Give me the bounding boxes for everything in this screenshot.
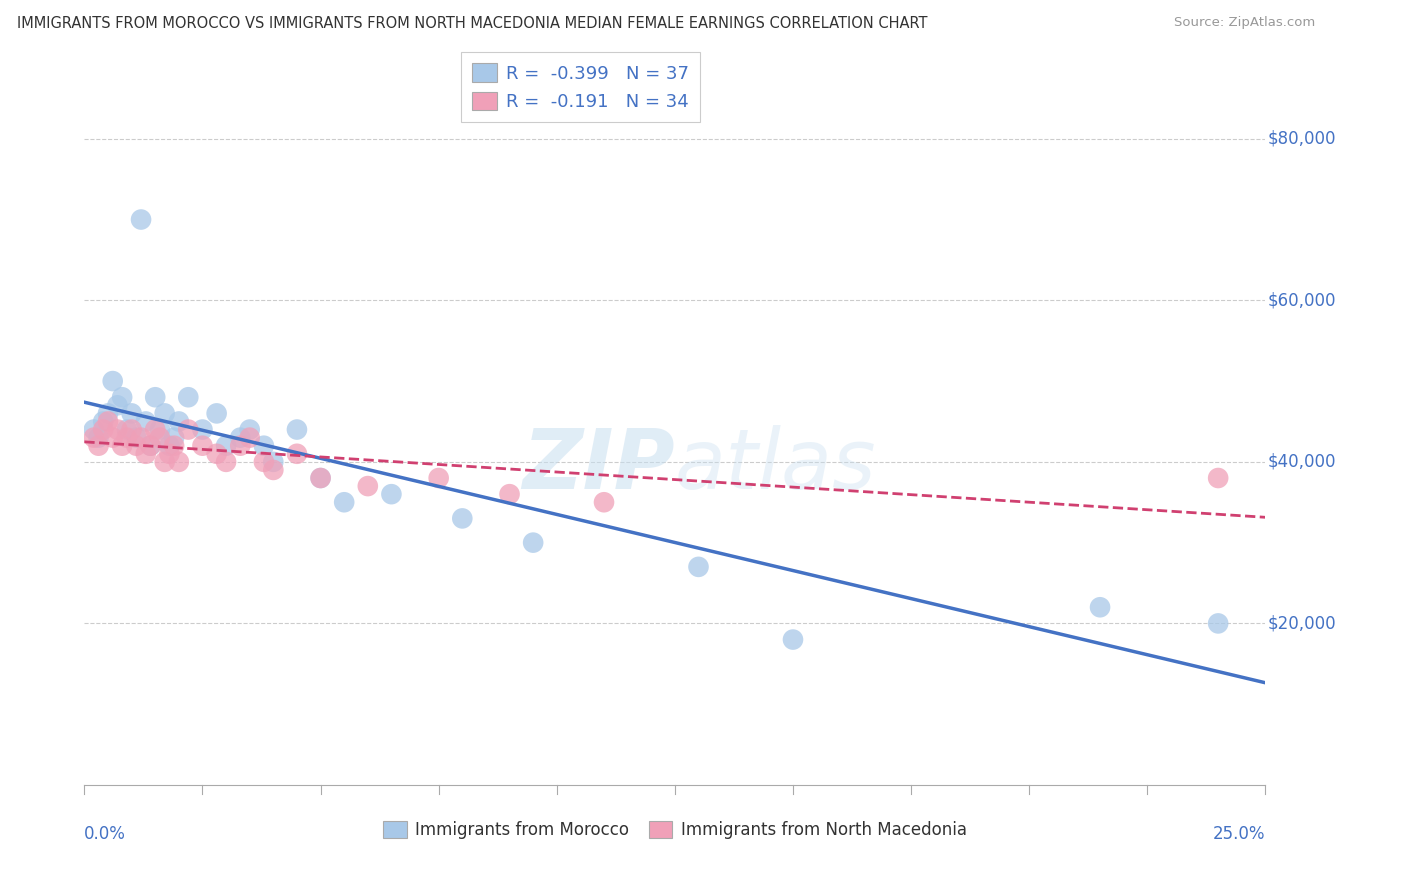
Point <box>143 390 166 404</box>
Point <box>253 439 276 453</box>
Point <box>135 447 157 461</box>
Point <box>101 374 124 388</box>
Point <box>149 423 172 437</box>
Point <box>111 439 134 453</box>
Point <box>688 560 710 574</box>
Point <box>149 431 172 445</box>
Point <box>97 414 120 428</box>
Point <box>83 423 105 437</box>
Point <box>229 439 252 453</box>
Point <box>91 423 114 437</box>
Point <box>163 431 186 445</box>
Text: $40,000: $40,000 <box>1268 453 1336 471</box>
Point <box>309 471 332 485</box>
Text: Source: ZipAtlas.com: Source: ZipAtlas.com <box>1174 16 1315 29</box>
Point <box>157 439 180 453</box>
Point <box>262 463 284 477</box>
Point <box>285 447 308 461</box>
Point <box>177 423 200 437</box>
Point <box>143 423 166 437</box>
Text: ZIP: ZIP <box>522 425 675 506</box>
Point <box>97 406 120 420</box>
Point <box>1088 600 1111 615</box>
Point <box>215 439 238 453</box>
Point <box>782 632 804 647</box>
Point <box>380 487 402 501</box>
Point <box>262 455 284 469</box>
Point <box>163 439 186 453</box>
Point <box>239 423 262 437</box>
Point <box>191 439 214 453</box>
Point <box>121 423 143 437</box>
Legend: Immigrants from Morocco, Immigrants from North Macedonia: Immigrants from Morocco, Immigrants from… <box>377 814 973 846</box>
Point <box>522 535 544 549</box>
Point <box>125 431 148 445</box>
Point <box>167 414 190 428</box>
Point <box>153 406 176 420</box>
Point <box>427 471 450 485</box>
Point <box>229 431 252 445</box>
Point <box>253 455 276 469</box>
Text: $20,000: $20,000 <box>1268 615 1336 632</box>
Point <box>215 455 238 469</box>
Point <box>129 212 152 227</box>
Text: IMMIGRANTS FROM MOROCCO VS IMMIGRANTS FROM NORTH MACEDONIA MEDIAN FEMALE EARNING: IMMIGRANTS FROM MOROCCO VS IMMIGRANTS FR… <box>17 16 928 31</box>
Point <box>115 423 138 437</box>
Point <box>129 431 152 445</box>
Point <box>87 431 110 445</box>
Point <box>139 439 162 453</box>
Point <box>177 390 200 404</box>
Point <box>135 414 157 428</box>
Point <box>205 447 228 461</box>
Text: 0.0%: 0.0% <box>84 825 127 843</box>
Point <box>285 423 308 437</box>
Point <box>239 431 262 445</box>
Text: $80,000: $80,000 <box>1268 129 1336 148</box>
Point <box>101 431 124 445</box>
Point <box>205 406 228 420</box>
Point <box>91 414 114 428</box>
Text: 25.0%: 25.0% <box>1213 825 1265 843</box>
Point <box>498 487 520 501</box>
Point <box>357 479 380 493</box>
Point <box>115 431 138 445</box>
Point <box>87 439 110 453</box>
Point <box>125 439 148 453</box>
Point <box>593 495 616 509</box>
Point <box>167 455 190 469</box>
Point <box>1206 471 1229 485</box>
Text: atlas: atlas <box>675 425 876 506</box>
Point <box>121 406 143 420</box>
Point <box>111 390 134 404</box>
Point <box>83 431 105 445</box>
Point <box>451 511 474 525</box>
Point <box>333 495 356 509</box>
Point <box>1206 616 1229 631</box>
Point <box>309 471 332 485</box>
Point <box>107 398 129 412</box>
Point <box>157 447 180 461</box>
Point <box>153 455 176 469</box>
Point <box>191 423 214 437</box>
Point <box>107 423 129 437</box>
Point <box>139 439 162 453</box>
Text: $60,000: $60,000 <box>1268 292 1336 310</box>
